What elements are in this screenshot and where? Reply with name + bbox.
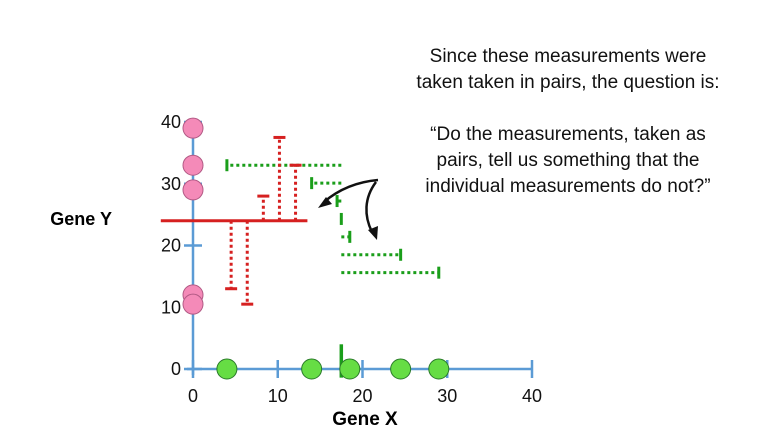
x-axis-label: Gene X [332, 409, 398, 430]
gene-y-point [182, 117, 204, 139]
x-tick-label: 40 [522, 386, 542, 406]
arrow-to-gene-x [365, 181, 378, 233]
gene-x-point [216, 358, 238, 380]
gene-x-point [428, 358, 450, 380]
x-tick-label: 20 [352, 386, 372, 406]
gene-x-deviation-layer [225, 159, 441, 279]
gene-y-point [182, 154, 204, 176]
gene-x-point [301, 358, 323, 380]
points-layer [182, 117, 450, 380]
y-tick-label: 40 [161, 112, 181, 132]
gene-y-point [182, 179, 204, 201]
x-tick-label: 10 [268, 386, 288, 406]
arrow-head-left-icon [318, 197, 332, 208]
y-tick-label: 0 [171, 359, 181, 379]
y-tick-label: 30 [161, 174, 181, 194]
gene-x-point [390, 358, 412, 380]
tick-layer: 0 10 20 30 40 0 10 20 30 40 [161, 112, 542, 406]
question-note: Since these measurements were taken take… [368, 44, 768, 200]
gene-y-point [182, 293, 204, 315]
callout-arrows [318, 178, 379, 240]
y-tick-label: 20 [161, 236, 181, 256]
arrow-head-down-icon [368, 226, 378, 240]
note-line-1: Since these measurements were [429, 46, 707, 67]
x-tick-label: 30 [437, 386, 457, 406]
y-axis-label: Gene Y [50, 209, 112, 229]
note-line-5: individual measurements do not?” [425, 176, 711, 197]
gene-y-deviation-layer [225, 135, 302, 306]
gene-x-point [339, 358, 361, 380]
x-tick-label: 0 [188, 386, 198, 406]
note-line-4: pairs, tell us something that the [436, 150, 700, 171]
note-line-2: taken taken in pairs, the question is: [416, 72, 720, 93]
y-tick-label: 10 [161, 297, 181, 317]
note-line-3: “Do the measurements, taken as [430, 124, 706, 145]
